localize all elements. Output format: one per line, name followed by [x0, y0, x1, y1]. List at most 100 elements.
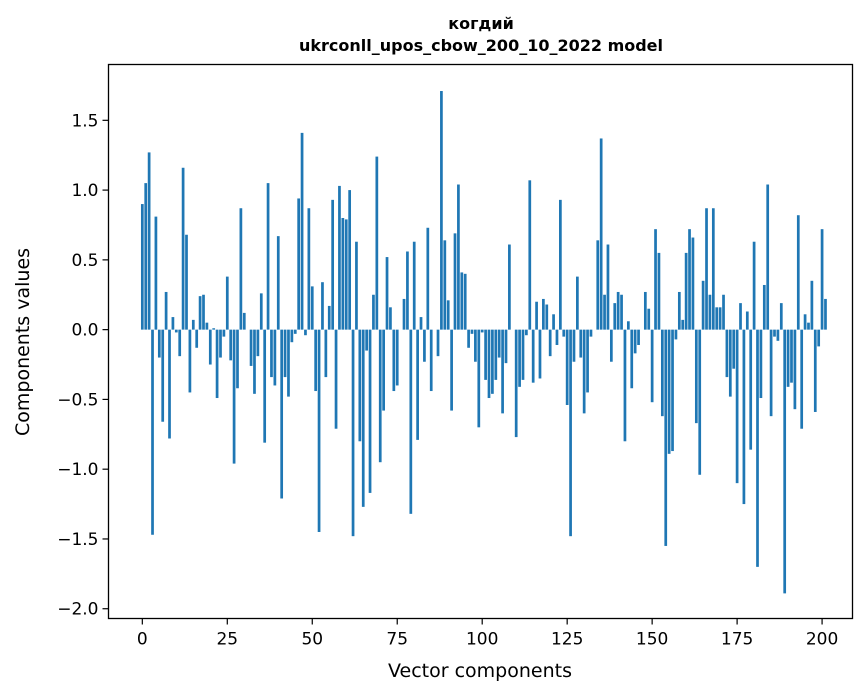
bar: [796, 215, 800, 330]
x-tick-label: 125: [551, 630, 583, 650]
bar: [793, 329, 797, 410]
bar: [188, 329, 192, 393]
bar: [491, 329, 494, 394]
bar: [324, 329, 328, 378]
bar: [358, 329, 362, 442]
bar: [440, 91, 443, 330]
bar: [633, 329, 637, 354]
bar: [375, 156, 379, 330]
bar: [562, 329, 566, 337]
bar: [514, 329, 518, 438]
bar: [280, 329, 284, 499]
bar: [572, 329, 576, 362]
bar: [457, 184, 460, 330]
bar: [531, 329, 535, 383]
x-tick-label: 200: [806, 630, 838, 650]
bar: [579, 329, 583, 358]
bar: [616, 291, 620, 330]
bar: [715, 307, 719, 330]
bar: [321, 282, 324, 330]
x-tick-label: 100: [466, 630, 498, 650]
bar: [766, 184, 770, 330]
bar: [494, 329, 498, 380]
bar: [164, 291, 168, 330]
bar: [518, 329, 521, 387]
bar: [824, 298, 827, 330]
bar: [334, 329, 338, 429]
bar: [453, 233, 457, 330]
bar: [525, 329, 528, 336]
bar: [548, 329, 552, 357]
bar: [559, 199, 562, 330]
bar: [576, 276, 579, 330]
bar: [762, 284, 766, 330]
bar: [626, 321, 630, 330]
bar: [314, 329, 318, 392]
y-tick-label: 0.5: [71, 251, 98, 271]
bar: [151, 329, 154, 535]
bar: [385, 257, 389, 330]
bar: [484, 329, 487, 380]
bar: [569, 329, 572, 537]
x-tick-label: 25: [216, 630, 238, 650]
bar: [582, 329, 586, 414]
bar: [239, 208, 243, 330]
bar: [412, 241, 416, 330]
bar: [732, 329, 736, 369]
bar: [300, 132, 304, 330]
x-axis-ticks: 0 25 50 75 100 125 150 175 200: [137, 618, 838, 650]
bar: [310, 286, 314, 330]
bar: [589, 329, 593, 337]
bar: [677, 291, 681, 330]
bar: [419, 317, 423, 330]
bar: [270, 329, 273, 378]
bar: [208, 329, 212, 365]
bar: [776, 329, 780, 341]
bar: [361, 329, 365, 507]
bar: [542, 298, 545, 330]
bar: [266, 183, 270, 330]
bar: [365, 329, 368, 351]
bar: [769, 329, 773, 417]
bar: [443, 240, 447, 330]
y-tick-label: −2.0: [57, 600, 98, 620]
bar: [501, 329, 504, 414]
bar: [259, 293, 263, 330]
bar: [290, 329, 294, 343]
bar: [355, 241, 358, 330]
plot-frame: [107, 63, 854, 620]
bar: [185, 234, 188, 330]
bar: [287, 329, 290, 397]
bar: [409, 329, 413, 514]
bar: [681, 319, 685, 330]
x-tick-label: 75: [386, 630, 408, 650]
bar: [609, 329, 613, 362]
bar: [688, 229, 691, 330]
bar: [446, 300, 450, 330]
bar: [660, 329, 664, 417]
bar: [198, 296, 202, 330]
bar: [293, 329, 297, 334]
bar: [450, 329, 453, 411]
bar: [161, 329, 165, 422]
bar: [538, 329, 542, 379]
bar: [157, 329, 161, 358]
y-axis-label: Components values: [12, 248, 34, 436]
bar: [630, 329, 634, 389]
bar: [378, 329, 382, 463]
bar: [423, 329, 426, 362]
bar: [406, 251, 409, 330]
bar: [664, 329, 668, 546]
bar: [773, 329, 776, 337]
bar: [728, 329, 732, 397]
bar: [402, 298, 406, 330]
bar: [497, 329, 501, 358]
bars-group: [140, 91, 827, 594]
chart-title-line2: ukrconll_upos_cbow_200_10_2022 model: [299, 36, 663, 55]
bar: [752, 241, 756, 330]
bar: [392, 329, 396, 392]
x-tick-label: 175: [721, 630, 753, 650]
bar: [253, 329, 256, 394]
